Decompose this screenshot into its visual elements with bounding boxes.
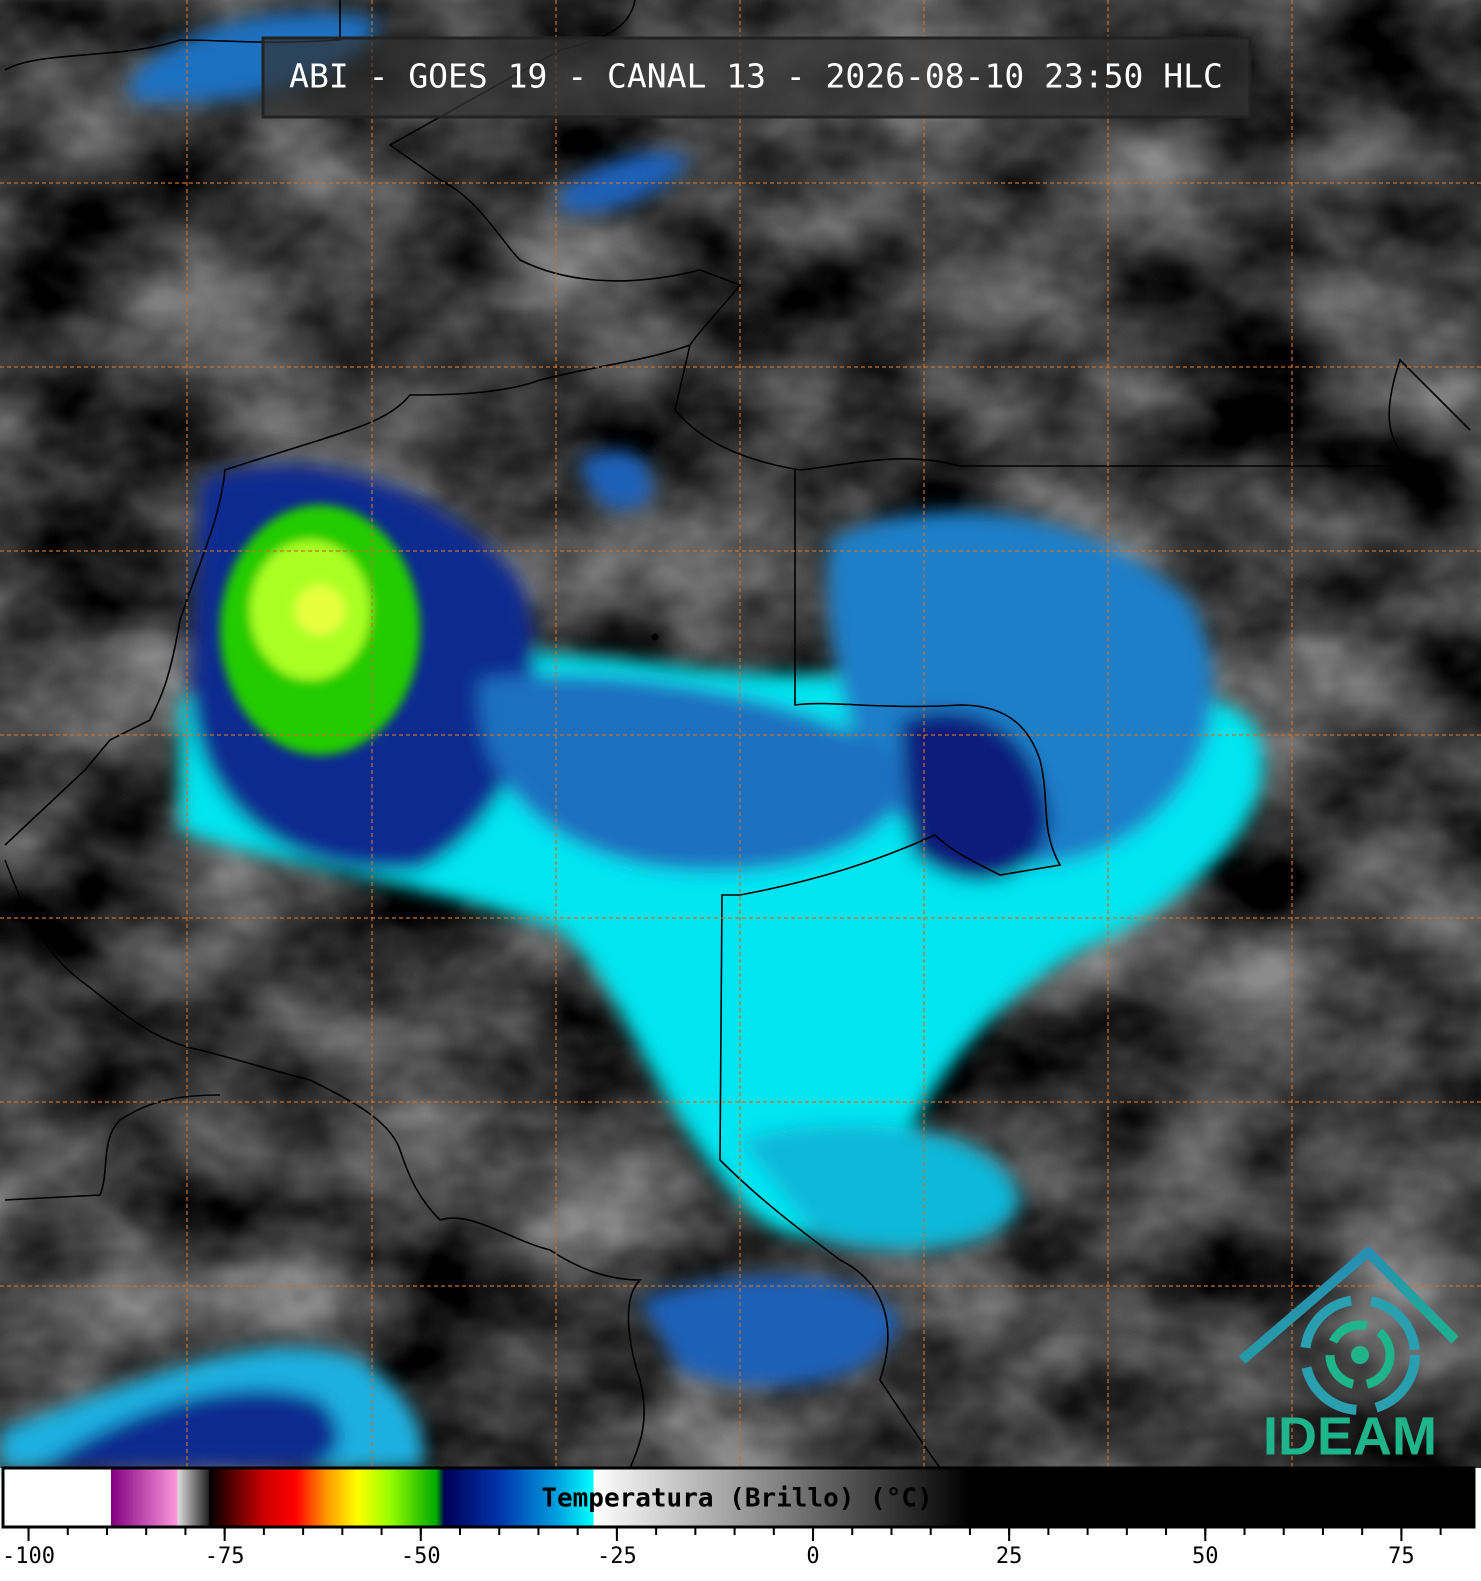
tick-label: -50 [401, 1544, 441, 1569]
imagery [0, 0, 1481, 1469]
tick-label: 0 [806, 1544, 819, 1569]
graticule [0, 0, 1481, 1468]
city-dot [651, 633, 659, 641]
tick-label: 50 [1192, 1544, 1219, 1569]
logo-text: IDEAM [1263, 1406, 1437, 1466]
logo: IDEAM [1238, 1247, 1459, 1466]
tick-label: 75 [1388, 1544, 1415, 1569]
colorbar: Temperatura (Brillo) (°C) -100 -75 -50 -25 0… [1, 1466, 1476, 1569]
colorbar-gradient [1, 1466, 1476, 1529]
colorbar-label: Temperatura (Brillo) (°C) [541, 1484, 932, 1514]
tick-label: -100 [2, 1544, 55, 1569]
title: ABI - GOES 19 - CANAL 13 - 2026-08-10 23… [289, 57, 1223, 96]
tick-label: 25 [996, 1544, 1023, 1569]
tick-label: -25 [597, 1544, 637, 1569]
tick-label: -75 [205, 1544, 245, 1569]
title-box: ABI - GOES 19 - CANAL 13 - 2026-08-10 23… [261, 36, 1252, 119]
